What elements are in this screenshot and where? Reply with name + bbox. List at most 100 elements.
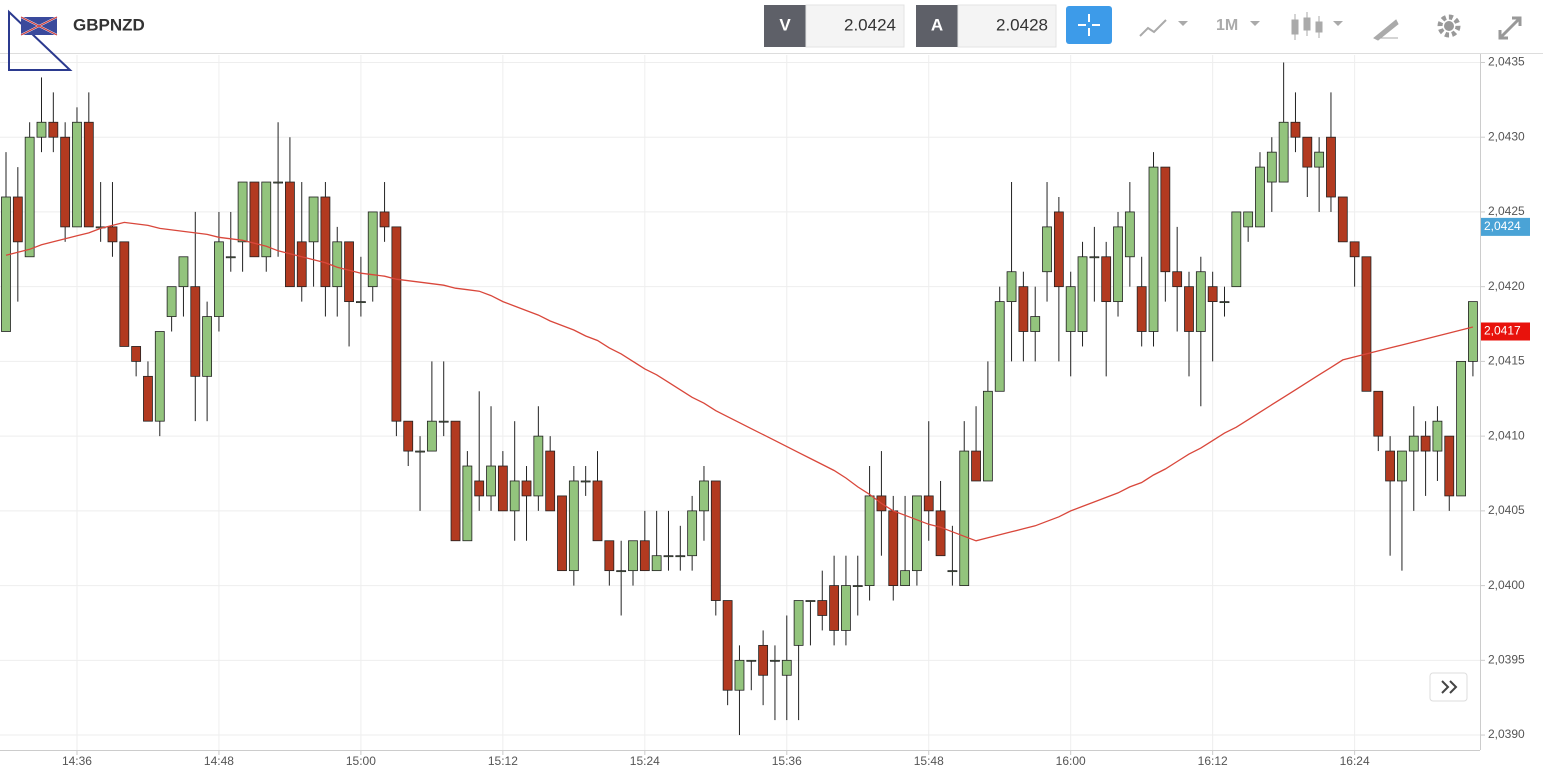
fullscreen-icon[interactable]	[1498, 16, 1522, 40]
candle-body	[1184, 286, 1194, 332]
candle-body	[474, 480, 485, 497]
y-tick-label: 2,0425	[1488, 204, 1525, 218]
candle-body	[1, 196, 11, 332]
candle-body	[320, 196, 331, 288]
candle-body	[817, 600, 828, 616]
candle-body	[1219, 301, 1230, 304]
candle-body	[829, 585, 839, 631]
y-tick-label: 2,0400	[1488, 578, 1525, 592]
candle-body	[178, 256, 189, 288]
candle-body	[1089, 256, 1100, 259]
symbol: GBPNZD	[73, 15, 145, 34]
candle-body	[1266, 151, 1277, 183]
candle-body	[580, 480, 591, 483]
candle-body	[651, 555, 662, 572]
timeframe[interactable]: 1M	[1216, 17, 1238, 34]
candle-body	[355, 301, 366, 304]
settings-core	[1444, 21, 1454, 31]
candle-body	[36, 121, 47, 138]
caret	[1250, 21, 1260, 26]
candle-body	[391, 226, 402, 422]
bid-price: 2.0424	[844, 15, 896, 34]
y-tick-label: 2,0395	[1488, 652, 1525, 666]
x-tick-label: 16:12	[1198, 754, 1228, 768]
candle-body	[900, 570, 910, 586]
x-tick-label: 14:36	[62, 754, 92, 768]
candle-body	[237, 181, 248, 243]
candle-body	[214, 241, 224, 317]
chart-type-icon[interactable]	[1139, 19, 1167, 37]
logo-triangle	[8, 9, 73, 71]
candle-body	[994, 301, 1005, 392]
candle-body	[225, 256, 236, 259]
candle-body	[1243, 211, 1254, 228]
candle-body	[12, 196, 23, 243]
caret	[1178, 21, 1188, 26]
candle-body	[202, 316, 213, 377]
candle-body	[841, 585, 851, 631]
candle-body	[557, 495, 567, 572]
candle-body	[912, 495, 922, 572]
candle-body	[533, 435, 544, 497]
candle-body	[604, 540, 615, 572]
x-tick-label: 16:24	[1340, 754, 1370, 768]
candle-body	[143, 375, 153, 422]
candle-body	[758, 644, 769, 676]
candle-body	[947, 570, 958, 573]
candle-body	[379, 211, 390, 228]
candle-body	[296, 241, 307, 288]
candle-body	[781, 659, 792, 676]
candle-body	[1349, 241, 1360, 258]
candle-body	[1420, 435, 1431, 452]
y-tick-label: 2,0435	[1488, 55, 1525, 69]
x-tick-label: 14:48	[204, 754, 234, 768]
candle-body	[1302, 136, 1313, 168]
bid-box[interactable]	[805, 4, 905, 48]
candle-body	[793, 600, 804, 646]
candle-body	[675, 555, 686, 558]
candle-body	[628, 540, 638, 572]
ask-box[interactable]	[957, 4, 1057, 48]
candle-body	[72, 121, 82, 228]
ask-badge[interactable]	[916, 5, 958, 47]
candle-body	[1373, 390, 1384, 437]
candle-body	[273, 181, 283, 184]
candle-body	[1290, 121, 1301, 138]
candle-body	[568, 480, 579, 572]
price-label-box	[1481, 217, 1530, 236]
candle-body	[864, 495, 875, 586]
candle-body	[923, 495, 934, 512]
candle-icon[interactable]	[1291, 12, 1323, 40]
candle-body	[344, 241, 354, 303]
candle-body	[1456, 360, 1466, 497]
y-tick-label: 2,0430	[1488, 129, 1525, 143]
bid-badge[interactable]	[764, 5, 806, 47]
candle-body	[1337, 196, 1348, 243]
settings-icon[interactable]	[1437, 14, 1461, 38]
candle-body	[107, 226, 118, 243]
candle-body	[1172, 271, 1183, 288]
candle-body	[166, 286, 177, 317]
crosshair-icon	[1078, 14, 1100, 36]
candle-body	[261, 181, 272, 258]
price-label-box	[1481, 322, 1530, 341]
candle-body	[1326, 136, 1336, 198]
crosshair-button[interactable]	[1066, 6, 1112, 44]
candle-body	[131, 346, 142, 362]
candle-body	[663, 555, 674, 558]
candle-body	[805, 600, 816, 602]
candle-body	[1018, 286, 1029, 332]
candle-body	[1136, 286, 1147, 332]
candle-body	[509, 480, 520, 512]
candle-body	[710, 480, 721, 601]
candle-body	[521, 480, 532, 497]
bid-label: V	[779, 15, 791, 34]
candle-body	[1065, 286, 1076, 332]
candle-body	[935, 510, 946, 557]
draw-icon[interactable]	[1373, 19, 1399, 41]
candle-body	[438, 420, 449, 423]
x-tick-label: 15:12	[488, 754, 518, 768]
y-tick-label: 2,0405	[1488, 503, 1525, 517]
candle-body	[486, 465, 496, 497]
